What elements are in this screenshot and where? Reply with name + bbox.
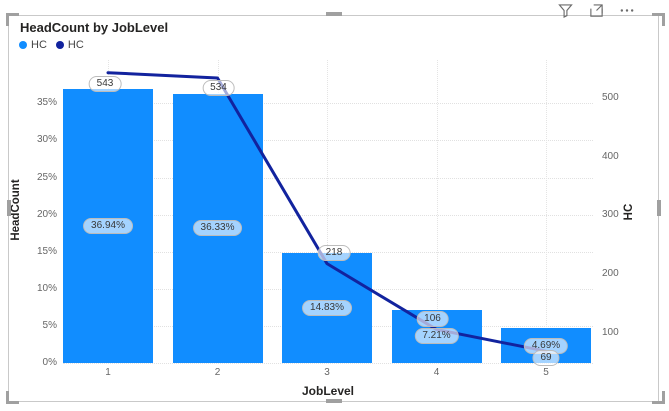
- legend-label: HC: [67, 39, 84, 51]
- x-axis-title: JobLevel: [301, 384, 355, 398]
- left-axis-tick-label: 35%: [36, 97, 57, 109]
- right-axis-tick-label: 300: [602, 209, 619, 221]
- bar-data-label: 36.94%: [83, 218, 133, 234]
- x-axis-category-label: 2: [214, 367, 221, 378]
- line-data-label: 69: [532, 350, 560, 367]
- filter-icon[interactable]: [556, 1, 574, 19]
- resize-handle-e[interactable]: [657, 200, 661, 216]
- bar-data-label: 14.83%: [302, 300, 352, 316]
- x-axis-category-label: 1: [105, 367, 111, 378]
- legend: HC HC: [19, 39, 84, 51]
- visual-header-toolbar: [556, 1, 636, 19]
- line-data-label: 534: [202, 79, 235, 96]
- left-axis-tick-label: 30%: [36, 134, 57, 146]
- left-axis-tick-label: 10%: [36, 282, 57, 294]
- more-options-icon[interactable]: [618, 1, 636, 19]
- resize-handle-s[interactable]: [326, 399, 342, 403]
- line-data-label: 218: [317, 244, 351, 261]
- bar-data-label: 7.21%: [414, 328, 459, 345]
- left-axis-title: HeadCount: [10, 179, 22, 241]
- right-axis-tick-label: 100: [602, 326, 619, 338]
- x-axis-category-label: 4: [433, 367, 440, 378]
- left-axis-tick-label: 20%: [36, 208, 57, 220]
- resize-handle-ne[interactable]: [652, 13, 665, 26]
- resize-handle-sw[interactable]: [6, 391, 19, 404]
- legend-item[interactable]: HC: [55, 39, 84, 51]
- line-data-label: 543: [88, 75, 122, 92]
- legend-label: HC: [31, 39, 47, 51]
- right-axis-tick-label: 400: [602, 150, 619, 162]
- x-axis-category-label: 3: [324, 367, 330, 378]
- legend-dot-icon: [55, 41, 64, 49]
- right-axis-title: HC: [623, 203, 635, 221]
- line-data-label: 106: [416, 311, 449, 328]
- right-axis-tick-label: 500: [602, 91, 619, 103]
- left-axis-tick-label: 0%: [42, 357, 57, 368]
- focus-mode-icon[interactable]: [587, 1, 605, 19]
- resize-handle-w[interactable]: [7, 200, 11, 216]
- gridline-vertical: [546, 60, 547, 363]
- legend-dot-icon: [19, 41, 27, 49]
- left-axis-tick-label: 25%: [36, 171, 57, 183]
- right-axis-tick-label: 200: [602, 268, 619, 280]
- resize-handle-nw[interactable]: [6, 13, 19, 26]
- legend-item[interactable]: HC: [19, 39, 47, 51]
- chart-title: HeadCount by JobLevel: [20, 20, 169, 35]
- left-axis-tick-label: 5%: [42, 319, 57, 331]
- bar-data-label: 36.33%: [192, 220, 243, 237]
- gridline-horizontal: [63, 363, 593, 364]
- x-axis-category-label: 5: [543, 367, 549, 378]
- resize-handle-se[interactable]: [652, 391, 665, 404]
- left-axis-tick-label: 15%: [36, 245, 57, 257]
- resize-handle-n[interactable]: [326, 12, 342, 16]
